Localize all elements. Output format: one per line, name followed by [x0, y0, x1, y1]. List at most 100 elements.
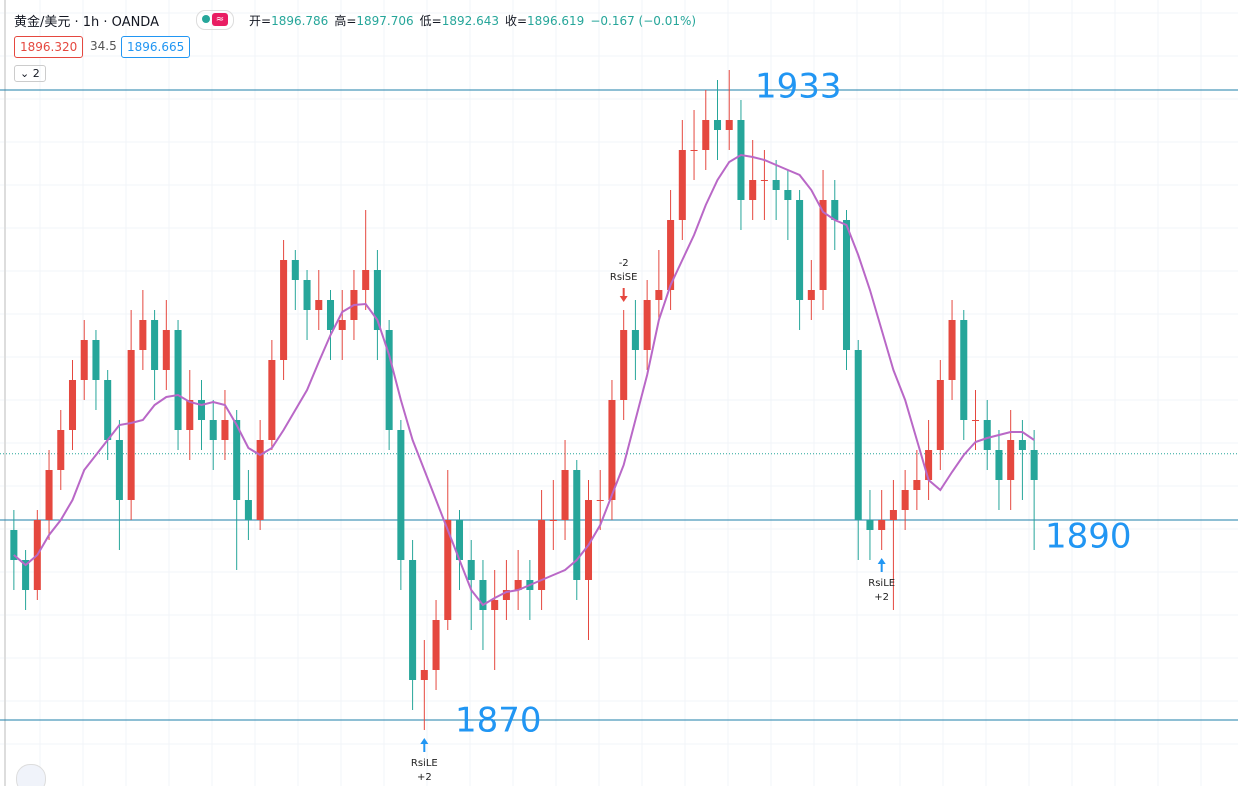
- candle-body: [514, 580, 522, 590]
- candle-body: [1030, 450, 1038, 480]
- signal-name: RsiSE: [610, 272, 638, 283]
- bid[interactable]: 1896.320: [14, 36, 84, 58]
- candle-body: [303, 280, 311, 310]
- candle-body: [502, 590, 510, 600]
- candle-body: [491, 600, 499, 610]
- candle-body: [643, 300, 651, 350]
- candle-body: [397, 430, 405, 560]
- candle-body: [197, 400, 206, 420]
- candle-body: [866, 520, 874, 530]
- candle-body: [174, 330, 182, 430]
- candle-body: [104, 380, 112, 440]
- ohlc-label: 高=: [334, 14, 357, 28]
- candle-body: [760, 180, 768, 181]
- candle-body: [455, 520, 464, 560]
- candle-body: [749, 180, 757, 200]
- ohlc-value: 1892.643: [441, 14, 499, 28]
- ohlc: 开=1896.786 高=1897.706 低=1892.643 收=1896.619…: [249, 12, 696, 29]
- candle-body: [1018, 440, 1026, 450]
- candle-body: [22, 560, 30, 590]
- candle-body: [889, 510, 897, 520]
- level-label: 1933: [755, 67, 842, 107]
- candle-body: [573, 470, 581, 580]
- candle-body: [936, 380, 944, 450]
- candle-body: [631, 330, 639, 350]
- logo[interactable]: [16, 764, 46, 786]
- candle-body: [842, 220, 851, 350]
- candle-body: [913, 480, 921, 490]
- indicator-toggle[interactable]: ⌄ 2: [14, 65, 46, 82]
- candle-body: [68, 380, 77, 430]
- spread: 34.5: [90, 39, 117, 53]
- moving-average: [13, 153, 1035, 607]
- candle-body: [796, 200, 804, 300]
- level-label: 1890: [1045, 517, 1132, 557]
- status-badge[interactable]: ≈: [196, 10, 234, 30]
- candle-body: [901, 490, 909, 510]
- signal-qty: -2: [619, 258, 629, 269]
- candle-body: [807, 290, 815, 300]
- candle-body: [854, 350, 862, 520]
- candle-body: [678, 150, 686, 220]
- candle-body: [1007, 440, 1015, 480]
- level-label: 1870: [455, 701, 542, 741]
- candle-body: [338, 320, 346, 330]
- candle-body: [92, 340, 100, 380]
- candle-body: [925, 450, 933, 480]
- candle-body: [57, 430, 65, 470]
- candle-body: [385, 330, 393, 430]
- candle-body: [948, 320, 956, 380]
- candle-body: [784, 190, 792, 200]
- candle-body: [772, 180, 780, 190]
- candle-body: [960, 320, 968, 420]
- candle-body: [233, 420, 241, 500]
- candle-body: [737, 120, 745, 200]
- candle-body: [291, 260, 299, 280]
- candle-body: [596, 500, 604, 501]
- candle-body: [139, 320, 147, 350]
- candle-body: [362, 270, 370, 290]
- chevron: ⌄: [20, 67, 33, 80]
- candle-body: [878, 520, 886, 530]
- candle-body: [667, 220, 675, 290]
- candle-body: [162, 330, 170, 370]
- candle-body: [409, 560, 417, 680]
- candle-body: [584, 500, 593, 580]
- candle-body: [467, 560, 475, 580]
- candle-body: [186, 400, 194, 430]
- ohlc-label: 收=: [504, 14, 528, 28]
- candle-body: [655, 290, 663, 300]
- candle-body: [549, 520, 557, 521]
- candle-body: [373, 270, 381, 330]
- candle-body: [280, 260, 288, 360]
- candle-body: [420, 670, 428, 680]
- candle-body: [209, 420, 217, 440]
- signal-name: RsiLE: [411, 758, 438, 769]
- candle-body: [256, 440, 264, 520]
- candle-body: [702, 120, 710, 150]
- signal-qty: +2: [417, 772, 432, 783]
- signal-arrow: [877, 558, 886, 572]
- candle-body: [479, 580, 487, 610]
- symbol[interactable]: 黄金/美元 · 1h · OANDA: [14, 15, 159, 30]
- candle-body: [115, 440, 123, 500]
- candle-body: [819, 200, 827, 290]
- candle-body: [151, 320, 159, 370]
- candle-body: [995, 450, 1003, 480]
- change: −0.167 (−0.01%): [590, 14, 697, 28]
- candle-body: [831, 200, 839, 220]
- candle-body: [983, 420, 991, 450]
- candle-body: [620, 330, 628, 400]
- ask[interactable]: 1896.665: [121, 36, 191, 58]
- candle-body: [538, 520, 546, 590]
- indicator-count: 2: [32, 67, 40, 80]
- ohlc-label: 低=: [419, 14, 442, 28]
- candle-body: [10, 530, 18, 560]
- candle-body: [971, 420, 980, 421]
- candle-body: [221, 420, 229, 440]
- candle-body: [315, 300, 323, 310]
- ohlc-value: 1896.786: [271, 14, 329, 28]
- candle-body: [127, 350, 135, 500]
